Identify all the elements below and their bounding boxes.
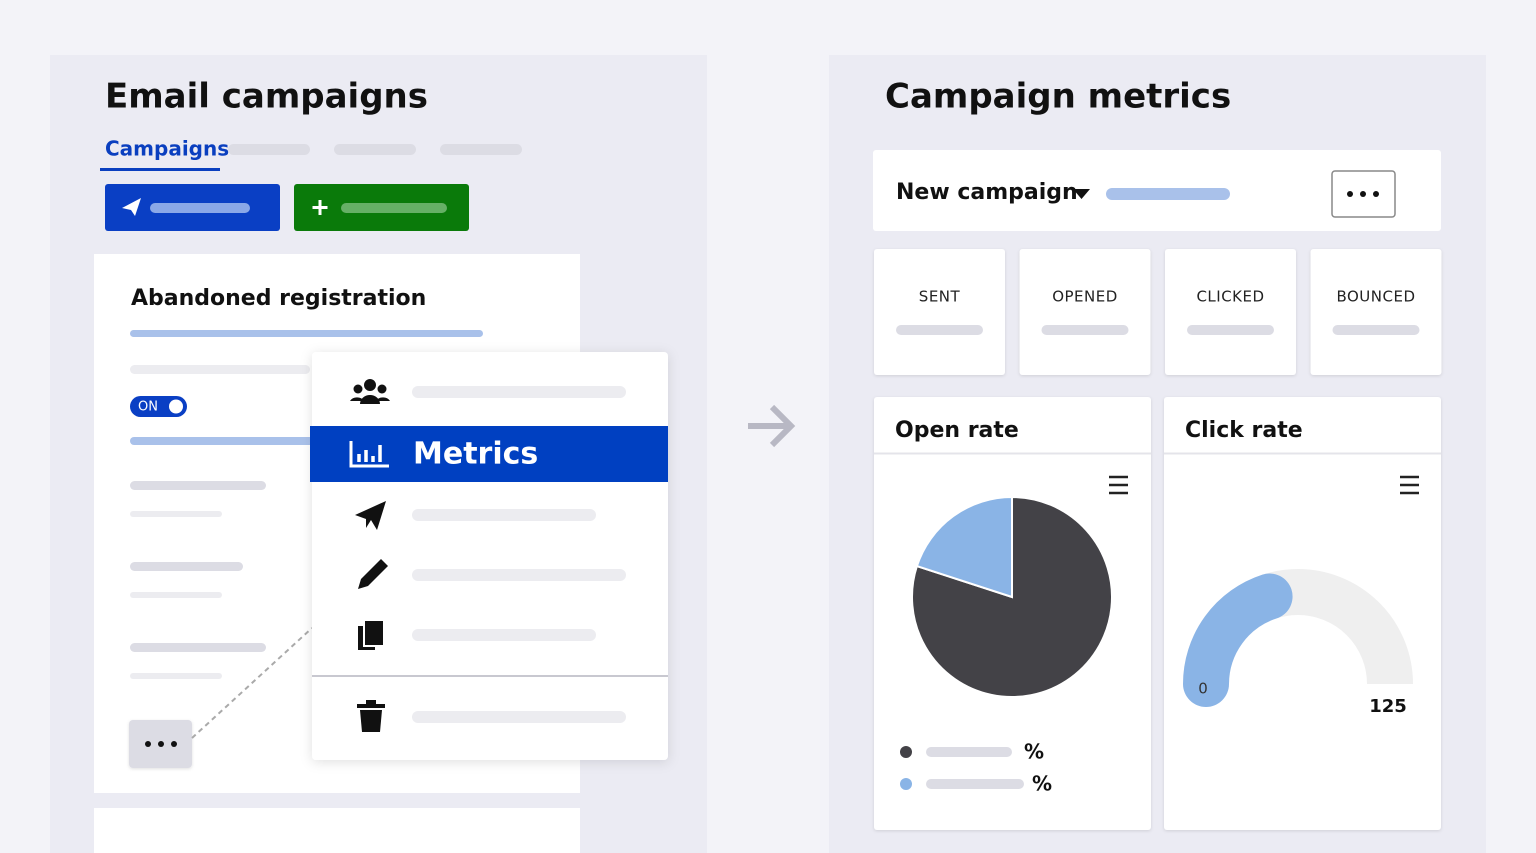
icon [349, 441, 389, 468]
placeholder [130, 365, 310, 374]
send-button[interactable] [105, 184, 280, 231]
placeholder [150, 203, 250, 213]
placeholder [130, 330, 483, 337]
placeholder [130, 437, 320, 445]
icon [350, 395, 390, 404]
gauge-min: 0 [1198, 680, 1208, 698]
placeholder [926, 747, 1012, 757]
icon [366, 700, 376, 704]
icon [353, 384, 363, 394]
dot [1373, 191, 1379, 197]
placeholder [130, 562, 243, 571]
tab-placeholder[interactable] [440, 144, 522, 155]
stat-label: BOUNCED [1336, 288, 1415, 306]
placeholder [130, 511, 222, 517]
chart-menu[interactable] [1400, 475, 1419, 495]
icon [377, 384, 387, 394]
menu-label: Metrics [413, 437, 538, 472]
tab-placeholder[interactable] [228, 144, 310, 155]
dropdown-caret [1073, 189, 1090, 199]
toggle[interactable]: ON [130, 396, 187, 417]
more-button[interactable] [129, 720, 192, 768]
placeholder [412, 386, 626, 398]
menu-item[interactable] [358, 559, 626, 589]
placeholder [412, 569, 626, 581]
stat-label: CLICKED [1196, 288, 1264, 306]
dot [158, 741, 164, 747]
menu-item[interactable] [358, 619, 596, 650]
chart-menu[interactable] [1109, 475, 1128, 495]
legend-label: % [1024, 740, 1044, 764]
tab-placeholder[interactable] [334, 144, 416, 155]
gauge-value [1183, 573, 1293, 707]
stat-card [1310, 249, 1442, 375]
icon [358, 559, 388, 589]
campaign-card [94, 808, 580, 853]
dot [171, 741, 177, 747]
add-button[interactable] [294, 184, 469, 231]
placeholder [1332, 325, 1420, 335]
legend-label: % [1032, 772, 1052, 796]
placeholder [926, 779, 1024, 789]
menu-item[interactable] [350, 379, 626, 404]
placeholder [412, 711, 626, 723]
stat-label: OPENED [1052, 288, 1118, 306]
menu-highlight [310, 426, 668, 482]
pie-slice [915, 495, 1013, 599]
placeholder [130, 643, 266, 652]
stat-card [1165, 249, 1296, 375]
campaign-name: New campaign [896, 180, 1078, 205]
card-title: Abandoned registration [131, 286, 426, 311]
placeholder [1041, 325, 1129, 335]
icon [355, 501, 386, 530]
stat-card [874, 249, 1005, 375]
right-title: Campaign metrics [885, 77, 1231, 117]
legend-swatch [900, 746, 912, 758]
icon [122, 198, 141, 216]
placeholder [130, 592, 222, 598]
left-title: Email campaigns [105, 77, 428, 117]
toggle-label: ON [138, 400, 158, 415]
menu-item[interactable] [355, 501, 596, 530]
menu-item[interactable] [357, 700, 626, 732]
dot [1360, 191, 1366, 197]
menu-item[interactable]: Metrics [310, 426, 668, 482]
icon [312, 200, 328, 215]
legend-swatch [900, 778, 912, 790]
header-more-button[interactable] [1331, 170, 1396, 218]
stats-row: SENT OPENED CLICKED BOUNCED [874, 249, 1442, 375]
connector [191, 627, 313, 739]
icon [357, 704, 385, 708]
stat-card [1019, 249, 1151, 375]
icon [364, 379, 376, 391]
toggle-knob [169, 399, 183, 414]
campaign-dropdown[interactable]: New campaign [896, 180, 1090, 205]
placeholder [412, 629, 596, 641]
stat-label: SENT [919, 288, 961, 306]
card-title: Open rate [895, 418, 1019, 443]
placeholder [1187, 325, 1274, 335]
placeholder [130, 481, 266, 490]
placeholder [1106, 188, 1230, 200]
icon [360, 710, 382, 732]
tab[interactable]: Campaigns [105, 137, 229, 161]
context-menu [312, 352, 668, 760]
placeholder [341, 203, 447, 213]
placeholder [130, 673, 222, 679]
placeholder [412, 509, 596, 521]
gauge-max: 125 [1369, 696, 1407, 717]
dot [145, 741, 151, 747]
arrow [748, 404, 796, 448]
charts: %% 0 125 [900, 495, 1413, 796]
icon [363, 619, 385, 647]
icon [357, 445, 382, 462]
dot [1347, 191, 1353, 197]
placeholder [896, 325, 983, 335]
tab-underline [100, 168, 220, 171]
card-title: Click rate [1185, 418, 1303, 443]
